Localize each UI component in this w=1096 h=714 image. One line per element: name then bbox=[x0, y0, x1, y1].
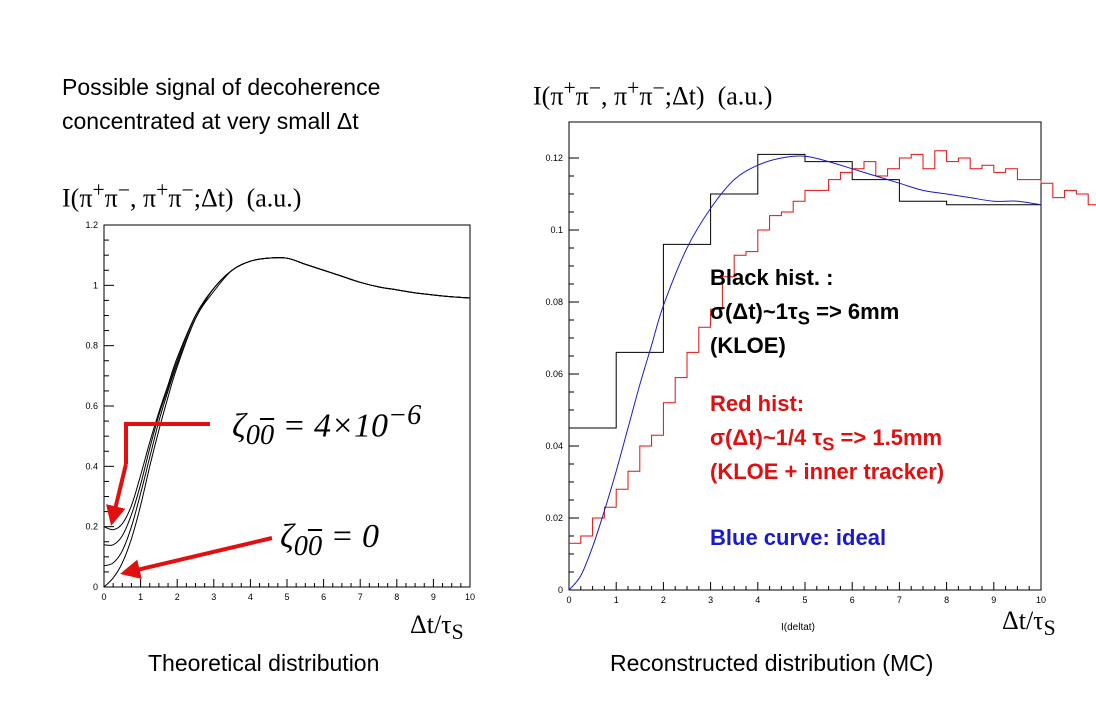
zeta-nonzero-annotation: ζ00 = 4×10−6 bbox=[232, 400, 422, 452]
right-x-axis-title: Δt/τS bbox=[1002, 606, 1056, 641]
right-x-tick-label: 1 bbox=[614, 595, 619, 605]
right-y-tick-label: 0.12 bbox=[545, 153, 563, 163]
legend-blue-line: Blue curve: ideal bbox=[710, 525, 887, 550]
left-y-tick-label: 0.4 bbox=[85, 461, 98, 471]
right-y-tick-label: 0 bbox=[558, 585, 563, 595]
right-y-tick-label: 0.02 bbox=[545, 513, 563, 523]
left-x-tick-label: 6 bbox=[321, 592, 326, 602]
annotation-top-connector bbox=[124, 422, 210, 464]
intro-line-1: Possible signal of decoherence bbox=[62, 74, 381, 100]
left-x-tick-label: 9 bbox=[431, 592, 436, 602]
legend-black-line3: (KLOE) bbox=[710, 333, 786, 358]
right-axis-small-label: I(deltat) bbox=[781, 622, 815, 633]
left-x-tick-label: 2 bbox=[175, 592, 180, 602]
zeta-zero-annotation: ζ00 = 0 bbox=[280, 518, 380, 562]
left-caption: Theoretical distribution bbox=[148, 650, 380, 676]
left-y-axis-title: I(π+π−, π+π−;Δt) (a.u.) bbox=[62, 178, 302, 213]
right-x-tick-label: 0 bbox=[566, 595, 571, 605]
right-x-tick-label: 3 bbox=[708, 595, 713, 605]
annotation-bottom-arrow bbox=[120, 536, 273, 580]
left-x-tick-label: 10 bbox=[465, 592, 475, 602]
right-x-tick-label: 4 bbox=[755, 595, 760, 605]
right-x-tick-label: 8 bbox=[944, 595, 949, 605]
annotation-top-arrow bbox=[106, 463, 128, 526]
left-x-axis-title: Δt/τS bbox=[410, 610, 464, 645]
right-black-histogram bbox=[569, 153, 1042, 590]
left-x-tick-label: 1 bbox=[138, 592, 143, 602]
right-x-tick-label: 5 bbox=[802, 595, 807, 605]
right-y-tick-label: 0.1 bbox=[550, 225, 563, 235]
right-caption: Reconstructed distribution (MC) bbox=[610, 650, 934, 676]
left-y-tick-label: 1 bbox=[93, 280, 98, 290]
intro-line-2: concentrated at very small Δt bbox=[62, 108, 359, 134]
left-series-line-4 bbox=[103, 257, 471, 588]
legend-black-line1: Black hist. : bbox=[710, 265, 834, 290]
legend-red-line3: (KLOE + inner tracker) bbox=[710, 459, 945, 484]
legend-black-line2: σ(Δt)~1τS => 6mm bbox=[710, 299, 900, 329]
left-x-tick-label: 8 bbox=[394, 592, 399, 602]
left-x-tick-label: 4 bbox=[248, 592, 253, 602]
left-y-tick-label: 0.8 bbox=[85, 341, 98, 351]
right-x-tick-label: 6 bbox=[850, 595, 855, 605]
left-y-tick-label: 0 bbox=[93, 582, 98, 592]
right-y-tick-label: 0.06 bbox=[545, 369, 563, 379]
legend-red-line2: σ(Δt)~1/4 τS => 1.5mm bbox=[710, 425, 943, 455]
left-y-tick-label: 0.2 bbox=[85, 522, 98, 532]
right-x-tick-label: 2 bbox=[661, 595, 666, 605]
legend-red-line1: Red hist: bbox=[710, 391, 805, 416]
left-x-tick-label: 5 bbox=[284, 592, 289, 602]
right-y-tick-label: 0.08 bbox=[545, 297, 563, 307]
right-x-tick-label: 9 bbox=[991, 595, 996, 605]
right-x-tick-label: 7 bbox=[897, 595, 902, 605]
left-x-tick-label: 7 bbox=[358, 592, 363, 602]
left-y-tick-label: 1.2 bbox=[85, 220, 98, 230]
left-x-tick-label: 3 bbox=[211, 592, 216, 602]
left-series-line-1 bbox=[103, 257, 471, 531]
right-y-tick-label: 0.04 bbox=[545, 441, 563, 451]
left-y-tick-label: 0.6 bbox=[85, 401, 98, 411]
right-blue-ideal-curve bbox=[568, 155, 1042, 591]
right-y-axis-title: I(π+π−, π+π−;Δt) (a.u.) bbox=[533, 76, 773, 111]
right-x-tick-label: 10 bbox=[1036, 595, 1046, 605]
left-x-tick-label: 0 bbox=[101, 592, 106, 602]
right-red-histogram bbox=[569, 150, 1096, 544]
